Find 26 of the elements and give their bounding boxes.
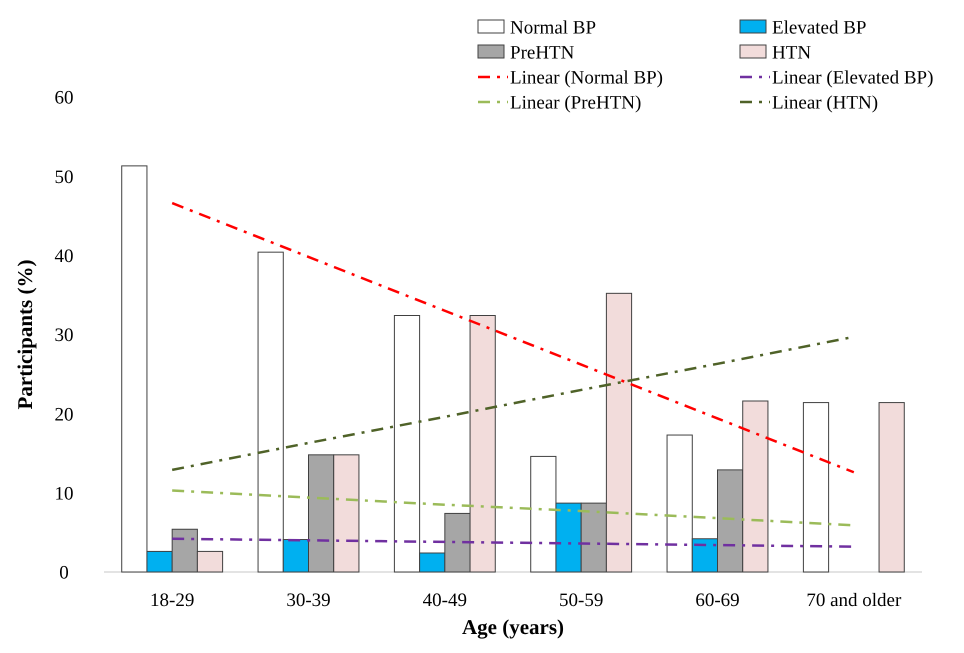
- x-tick-label: 50-59: [559, 590, 604, 611]
- x-axis-title: Age (years): [462, 615, 564, 639]
- bar: [802, 402, 830, 572]
- legend-label: Linear (PreHTN): [510, 92, 642, 114]
- legend-label: Normal BP: [510, 18, 596, 39]
- y-tick-label: 10: [54, 483, 74, 504]
- y-tick-label: 60: [54, 88, 74, 109]
- bar: [878, 402, 905, 572]
- x-tick-label: 30-39: [286, 590, 331, 611]
- y-axis-title: Participants (%): [13, 260, 37, 410]
- legend-label: Elevated BP: [772, 18, 866, 39]
- legend-label: PreHTN: [510, 42, 575, 64]
- line-series: [170, 202, 856, 474]
- legend-label: Linear (Elevated BP): [772, 68, 934, 89]
- x-tick-label: 18-29: [150, 590, 194, 611]
- legend-label: Linear (HTN): [772, 92, 878, 114]
- y-tick-label: 0: [59, 562, 69, 584]
- legend-label: Linear (Normal BP): [510, 68, 664, 89]
- legend-label: HTN: [772, 42, 812, 64]
- x-tick-label: 40-49: [422, 590, 467, 611]
- y-tick-label: 20: [54, 404, 74, 426]
- x-tick-label: 60-69: [695, 590, 740, 611]
- y-tick-label: 50: [54, 166, 74, 188]
- y-tick-label: 30: [54, 325, 74, 346]
- y-tick-label: 40: [54, 246, 74, 267]
- x-tick-label: 70 and older: [806, 590, 902, 611]
